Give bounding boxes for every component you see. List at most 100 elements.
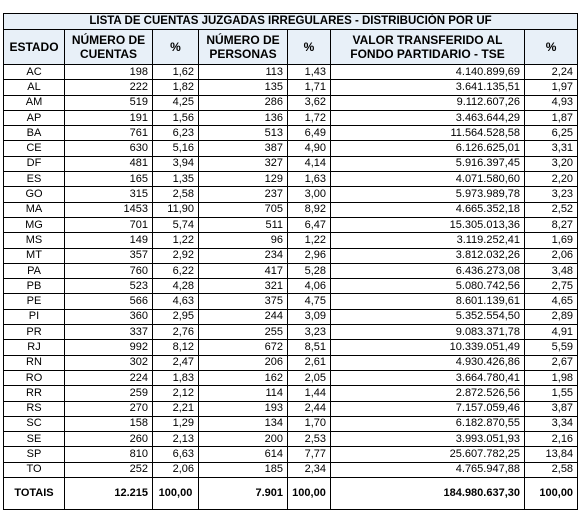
pct-valor-cell: 3,23	[523, 186, 579, 203]
personas-cell: 237	[198, 186, 288, 203]
valor-cell: 3.812.032,26	[330, 247, 525, 264]
table-row: TO 252 2,06 185 2,34 4.765.947,88 2,58	[3, 461, 579, 479]
table-row: GO 315 2,58 237 3,00 5.973.989,78 3,23	[3, 186, 579, 203]
personas-cell: 614	[198, 446, 288, 463]
cuentas-cell: 224	[64, 369, 153, 387]
personas-cell: 321	[198, 278, 288, 295]
pct-cuentas-cell: 5,16	[152, 140, 199, 157]
pct-cuentas-cell: 2,76	[152, 324, 199, 341]
valor-cell: 9.112.607,26	[330, 94, 525, 111]
pct-personas-cell: 1,71	[287, 79, 331, 96]
totals-pct-cuentas: 100,00	[152, 477, 199, 511]
col-header-pct-personas: %	[287, 29, 331, 65]
cuentas-cell: 519	[64, 94, 153, 111]
valor-cell: 3.119.252,41	[330, 232, 525, 249]
pct-valor-cell: 1,69	[523, 232, 579, 249]
cuentas-cell: 357	[64, 247, 153, 264]
pct-personas-cell: 2,44	[287, 400, 331, 417]
table-row: PR 337 2,76 255 3,23 9.083.371,78 4,91	[3, 324, 579, 341]
pct-valor-cell: 1,98	[523, 369, 579, 387]
estado-cell: AP	[3, 109, 65, 127]
pct-valor-cell: 1,87	[523, 109, 579, 127]
pct-valor-cell: 3,20	[523, 155, 579, 173]
personas-cell: 206	[198, 354, 288, 371]
totals-row: TOTAIS 12.215 100,00 7.901 100,00 184.98…	[3, 477, 579, 511]
pct-personas-cell: 3,62	[287, 94, 331, 111]
pct-cuentas-cell: 1,35	[152, 171, 199, 188]
personas-cell: 234	[198, 247, 288, 264]
estado-cell: MS	[3, 232, 65, 249]
personas-cell: 705	[198, 201, 288, 218]
personas-cell: 255	[198, 324, 288, 341]
personas-cell: 244	[198, 308, 288, 326]
estado-cell: SE	[3, 431, 65, 448]
table-row: BA 761 6,23 513 6,49 11.564.528,58 6,25	[3, 125, 579, 142]
cuentas-cell: 222	[64, 79, 153, 96]
table-body: AC 198 1,62 113 1,43 4.140.899,69 2,24 AL 222 1,8…	[3, 63, 579, 479]
table-row: RO 224 1,83 162 2,05 3.664.780,41 1,98	[3, 369, 579, 387]
personas-cell: 513	[198, 125, 288, 142]
estado-cell: RS	[3, 400, 65, 417]
personas-cell: 96	[198, 232, 288, 249]
pct-cuentas-cell: 1,29	[152, 415, 199, 433]
pct-cuentas-cell: 5,74	[152, 216, 199, 234]
estado-cell: RN	[3, 354, 65, 371]
pct-cuentas-cell: 4,25	[152, 94, 199, 111]
cuentas-cell: 992	[64, 339, 153, 356]
table-row: MG 701 5,74 511 6,47 15.305.013,36 8,27	[3, 216, 579, 234]
cuentas-cell: 191	[64, 109, 153, 127]
pct-valor-cell: 3,48	[523, 262, 579, 280]
pct-valor-cell: 6,25	[523, 125, 579, 142]
pct-valor-cell: 3,34	[523, 415, 579, 433]
col-header-numero-cuentas: NÚMERO DE CUENTAS	[64, 29, 153, 65]
table-row: ES 165 1,35 129 1,63 4.071.580,60 2,20	[3, 171, 579, 188]
personas-cell: 200	[198, 431, 288, 448]
pct-cuentas-cell: 2,95	[152, 308, 199, 326]
cuentas-cell: 630	[64, 140, 153, 157]
totals-label: TOTAIS	[3, 477, 65, 511]
table-row: RR 259 2,12 114 1,44 2.872.526,56 1,55	[3, 385, 579, 402]
pct-valor-cell: 2,75	[523, 278, 579, 295]
valor-cell: 3.463.644,29	[330, 109, 525, 127]
cuentas-cell: 566	[64, 293, 153, 310]
table-row: PA 760 6,22 417 5,28 6.436.273,08 3,48	[3, 262, 579, 280]
pct-valor-cell: 13,84	[523, 446, 579, 463]
table-row: MT 357 2,92 234 2,96 3.812.032,26 2,06	[3, 247, 579, 264]
pct-cuentas-cell: 1,83	[152, 369, 199, 387]
table-caption: LISTA DE CUENTAS JUZGADAS IRREGULARES - …	[2, 13, 579, 30]
estado-cell: PE	[3, 293, 65, 310]
pct-valor-cell: 1,97	[523, 79, 579, 96]
personas-cell: 417	[198, 262, 288, 280]
valor-cell: 5.080.742,56	[330, 278, 525, 295]
table-row: AP 191 1,56 136 1,72 3.463.644,29 1,87	[3, 109, 579, 127]
table-row: SP 810 6,63 614 7,77 25.607.782,25 13,84	[3, 446, 579, 463]
cuentas-cell: 260	[64, 431, 153, 448]
pct-personas-cell: 1,63	[287, 171, 331, 188]
cuentas-cell: 523	[64, 278, 153, 295]
totals-cuentas: 12.215	[64, 477, 153, 511]
personas-cell: 162	[198, 369, 288, 387]
pct-valor-cell: 4,65	[523, 293, 579, 310]
cuentas-cell: 760	[64, 262, 153, 280]
pct-personas-cell: 2,53	[287, 431, 331, 448]
personas-cell: 672	[198, 339, 288, 356]
personas-cell: 134	[198, 415, 288, 433]
col-header-valor-transferido: VALOR TRANSFERIDO AL FONDO PARTIDARIO - …	[330, 29, 525, 65]
pct-personas-cell: 1,44	[287, 385, 331, 402]
table-row: AL 222 1,82 135 1,71 3.641.135,51 1,97	[3, 79, 579, 96]
cuentas-cell: 1453	[64, 201, 153, 218]
table-row: SC 158 1,29 134 1,70 6.182.870,55 3,34	[3, 415, 579, 433]
cuentas-cell: 252	[64, 461, 153, 479]
valor-cell: 15.305.013,36	[330, 216, 525, 234]
valor-cell: 3.993.051,93	[330, 431, 525, 448]
valor-cell: 9.083.371,78	[330, 324, 525, 341]
table-row: CE 630 5,16 387 4,90 6.126.625,01 3,31	[3, 140, 579, 157]
pct-personas-cell: 1,72	[287, 109, 331, 127]
pct-cuentas-cell: 2,06	[152, 461, 199, 479]
estado-cell: PI	[3, 308, 65, 326]
pct-valor-cell: 2,24	[523, 63, 579, 81]
valor-cell: 10.339.051,49	[330, 339, 525, 356]
pct-valor-cell: 2,89	[523, 308, 579, 326]
col-header-estado: ESTADO	[3, 29, 65, 65]
pct-valor-cell: 2,20	[523, 171, 579, 188]
